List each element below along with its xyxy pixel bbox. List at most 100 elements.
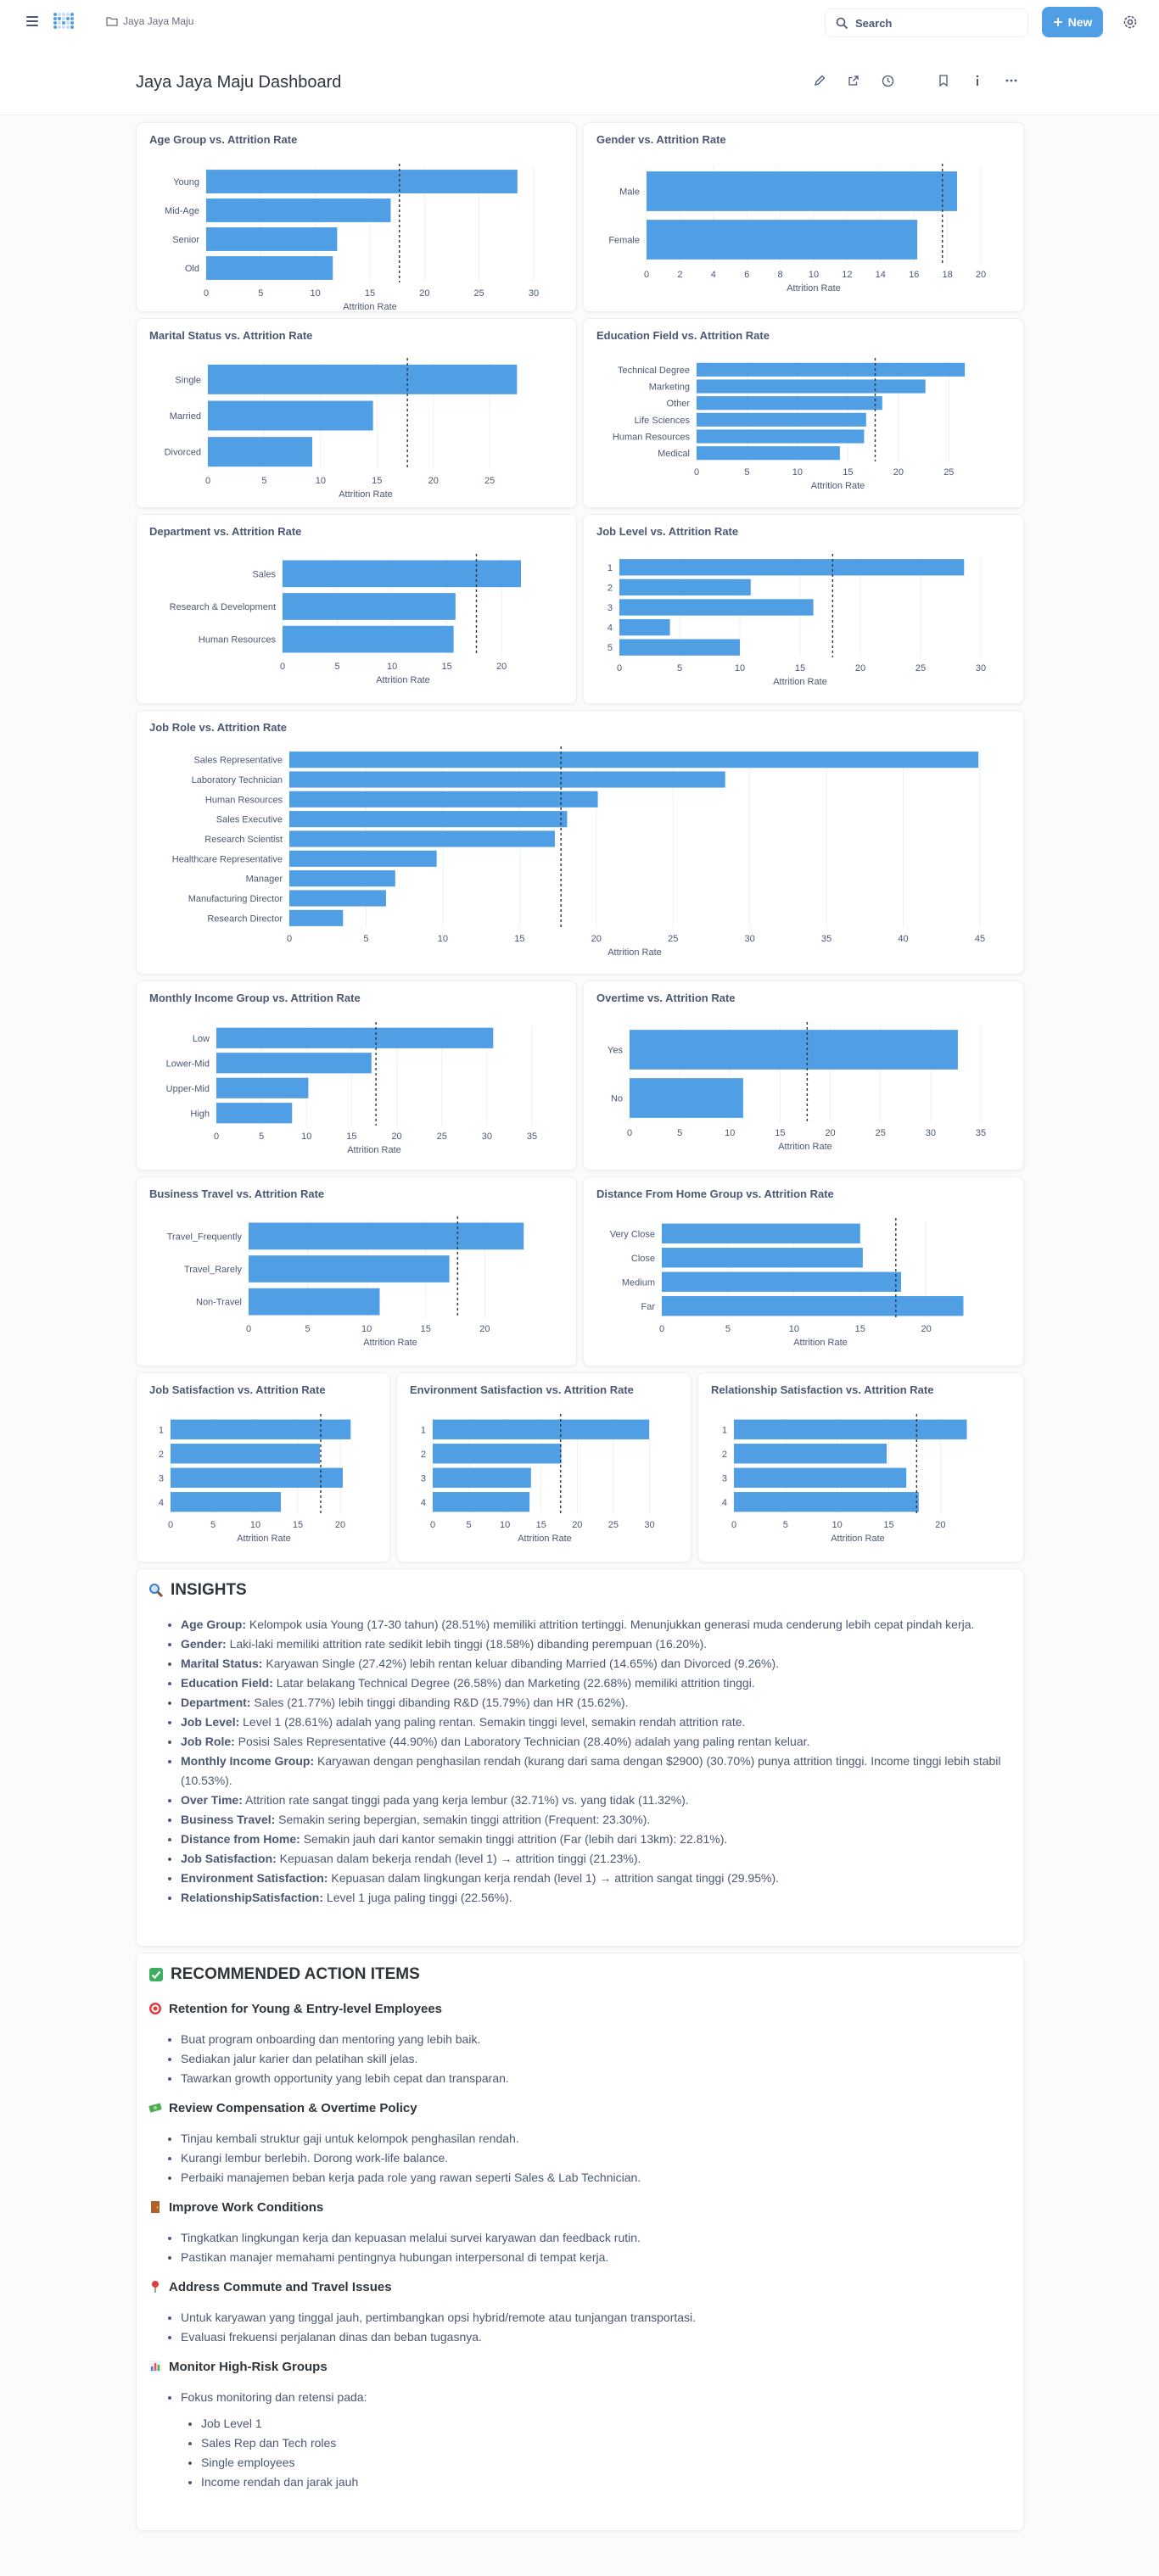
chart-card-job-level[interactable]: Job Level vs. Attrition Rate 0 5 10 15 20 25 3… — [583, 514, 1024, 704]
clock-icon[interactable] — [878, 71, 897, 90]
insight-text: Level 1 (28.61%) adalah yang paling rent… — [239, 1715, 746, 1729]
new-button[interactable]: New — [1042, 7, 1103, 37]
chart-card-distance-from-home[interactable]: Distance From Home Group vs. Attrition R… — [583, 1176, 1024, 1366]
x-tick-label: 10 — [789, 1324, 799, 1334]
action-item-text: Fokus monitoring dan retensi pada: — [181, 2390, 367, 2404]
chart-title[interactable]: Distance From Home Group vs. Attrition R… — [596, 1187, 834, 1200]
bar-mid-age — [206, 198, 391, 222]
gear-icon[interactable] — [1122, 14, 1139, 35]
chart-title[interactable]: Age Group vs. Attrition Rate — [149, 133, 298, 146]
action-item: Tawarkan growth opportunity yang lebih c… — [181, 2069, 1011, 2088]
x-tick-label: 14 — [876, 270, 886, 280]
x-tick-label: 30 — [529, 288, 539, 299]
chart-title[interactable]: Gender vs. Attrition Rate — [596, 133, 726, 146]
search-bar[interactable]: Search — [825, 8, 1028, 37]
door-icon — [148, 2200, 162, 2214]
x-tick-label: 10 — [832, 1520, 843, 1530]
bar-2 — [734, 1444, 887, 1464]
chart-title[interactable]: Environment Satisfaction vs. Attrition R… — [410, 1383, 634, 1396]
category-label: Single — [175, 375, 201, 385]
bar-laboratory-technician — [289, 771, 725, 788]
chart-title[interactable]: Department vs. Attrition Rate — [149, 525, 302, 538]
category-label: Healthcare Representative — [172, 854, 283, 864]
bookmark-icon[interactable] — [934, 71, 953, 90]
x-axis-label: Attrition Rate — [778, 1142, 832, 1152]
chart-card-relationship-satisfaction[interactable]: Relationship Satisfaction vs. Attrition … — [697, 1372, 1024, 1562]
action-sublist: Job Level 1Sales Rep dan Tech rolesSingl… — [201, 2414, 1011, 2492]
chart-title[interactable]: Job Role vs. Attrition Rate — [149, 721, 288, 734]
more-options-icon[interactable] — [1002, 71, 1021, 90]
chart-title[interactable]: Marital Status vs. Attrition Rate — [149, 329, 313, 342]
chart-title[interactable]: Monthly Income Group vs. Attrition Rate — [149, 992, 361, 1004]
insights-list: Age Group: Kelompok usia Young (17-30 ta… — [181, 1615, 1011, 1908]
category-label: 4 — [421, 1498, 426, 1508]
x-tick-label: 10 — [792, 467, 803, 478]
info-icon[interactable] — [968, 71, 987, 90]
action-list: Tinjau kembali struktur gaji untuk kelom… — [181, 2129, 1011, 2188]
insight-item: Business Travel: Semakin sering bepergia… — [181, 1810, 1011, 1830]
x-tick-label: 0 — [280, 662, 285, 672]
actions-heading: RECOMMENDED ACTION ITEMS — [148, 1965, 1011, 1984]
chart-title[interactable]: Education Field vs. Attrition Rate — [596, 329, 770, 342]
chart-title[interactable]: Job Level vs. Attrition Rate — [596, 525, 739, 538]
bar-far — [662, 1296, 964, 1316]
bar-young — [206, 170, 518, 193]
breadcrumb-collection[interactable]: Jaya Jaya Maju — [123, 15, 194, 27]
x-axis-label: Attrition Rate — [237, 1534, 291, 1544]
chart-card-age-group[interactable]: Age Group vs. Attrition Rate 0 5 10 15 20 25 3… — [136, 122, 577, 312]
chart-card-gender[interactable]: Gender vs. Attrition Rate 0 2 4 6 8 10 12 14 16 1… — [583, 122, 1024, 312]
x-tick-label: 45 — [975, 934, 985, 944]
category-label: Technical Degree — [618, 366, 690, 376]
edit-pencil-icon[interactable] — [810, 71, 829, 90]
insight-item: Department: Sales (21.77%) lebih tinggi … — [181, 1693, 1011, 1713]
action-section-title: Improve Work Conditions — [169, 2199, 324, 2215]
x-tick-label: 15 — [293, 1520, 303, 1530]
chart-card-education-field[interactable]: Education Field vs. Attrition Rate 0 5 10 1… — [583, 318, 1024, 508]
x-tick-label: 30 — [745, 934, 755, 944]
search-label: Search — [855, 16, 893, 30]
insight-label: RelationshipSatisfaction: — [181, 1891, 324, 1904]
insight-label: Education Field: — [181, 1676, 273, 1690]
category-label: Far — [641, 1302, 656, 1312]
bar-chart: 0 5 10 15 20 25 30 1 2 3 4 Attrition Rate — [421, 1414, 655, 1544]
x-tick-label: 0 — [204, 288, 209, 299]
x-tick-label: 5 — [677, 1128, 682, 1138]
insight-text: Posisi Sales Representative (44.90%) dan… — [234, 1735, 810, 1748]
bar-chart: 0 5 10 15 20 25 Technical Degree Marketing Other… — [613, 358, 966, 491]
category-label: Marketing — [649, 383, 690, 393]
chart-card-environment-satisfaction[interactable]: Environment Satisfaction vs. Attrition R… — [396, 1372, 691, 1562]
chart-title[interactable]: Overtime vs. Attrition Rate — [596, 992, 736, 1004]
bar-single — [208, 364, 518, 394]
dashboard-title[interactable]: Jaya Jaya Maju Dashboard — [136, 73, 342, 92]
insight-text: Kepuasan dalam bekerja rendah (level 1) … — [276, 1852, 641, 1865]
bar-chart: 0 5 10 15 20 1 2 3 4 Attrition Rate — [159, 1414, 351, 1544]
chart-card-department[interactable]: Department vs. Attrition Rate 0 5 10 15 20 Sa… — [136, 514, 577, 704]
breadcrumb[interactable]: Jaya Jaya Maju — [106, 15, 193, 27]
x-tick-label: 0 — [214, 1132, 219, 1142]
x-tick-label: 5 — [334, 662, 339, 672]
metabase-logo-icon[interactable] — [53, 12, 75, 35]
bar-research-director — [289, 909, 344, 926]
bar-medium — [662, 1271, 902, 1292]
chart-title[interactable]: Job Satisfaction vs. Attrition Rate — [149, 1383, 326, 1396]
share-icon[interactable] — [844, 71, 863, 90]
x-tick-label: 0 — [731, 1520, 736, 1530]
category-label: Low — [193, 1034, 210, 1044]
insight-label: Marital Status: — [181, 1657, 263, 1670]
chart-card-overtime[interactable]: Overtime vs. Attrition Rate 0 5 10 15 20 25 30… — [583, 981, 1024, 1171]
bar-chart: 0 5 10 15 20 Sales Research & Development Human… — [170, 554, 522, 685]
chart-title[interactable]: Relationship Satisfaction vs. Attrition … — [711, 1383, 934, 1396]
category-label: Manufacturing Director — [188, 894, 283, 904]
bar-old — [206, 256, 333, 280]
action-section-title: Retention for Young & Entry-level Employ… — [169, 2001, 443, 2016]
chart-card-business-travel[interactable]: Business Travel vs. Attrition Rate 0 5 10 1… — [136, 1176, 577, 1366]
chart-card-marital-status[interactable]: Marital Status vs. Attrition Rate 0 5 10 15… — [136, 318, 577, 508]
chart-card-job-satisfaction[interactable]: Job Satisfaction vs. Attrition Rate 0 5 10… — [136, 1372, 390, 1562]
chart-title[interactable]: Business Travel vs. Attrition Rate — [149, 1187, 325, 1200]
chart-card-job-role[interactable]: Job Role vs. Attrition Rate 0 5 10 15 20 25 30… — [136, 710, 1024, 975]
category-label: 3 — [421, 1473, 426, 1484]
menu-icon[interactable] — [26, 16, 38, 26]
x-tick-label: 35 — [821, 934, 831, 944]
chart-card-monthly-income[interactable]: Monthly Income Group vs. Attrition Rate … — [136, 981, 577, 1171]
category-label: Married — [170, 411, 201, 422]
